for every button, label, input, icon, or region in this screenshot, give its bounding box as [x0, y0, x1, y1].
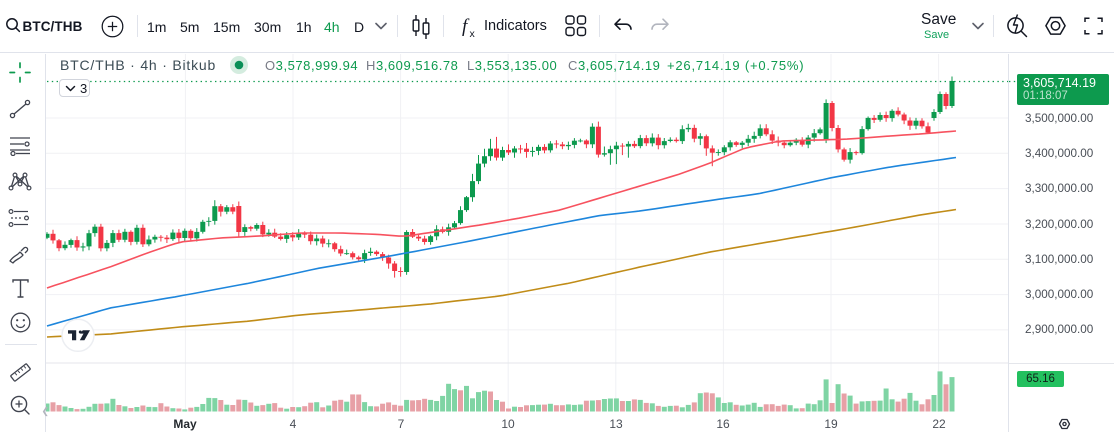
- svg-text:x: x: [470, 28, 476, 40]
- svg-text:f: f: [462, 16, 470, 37]
